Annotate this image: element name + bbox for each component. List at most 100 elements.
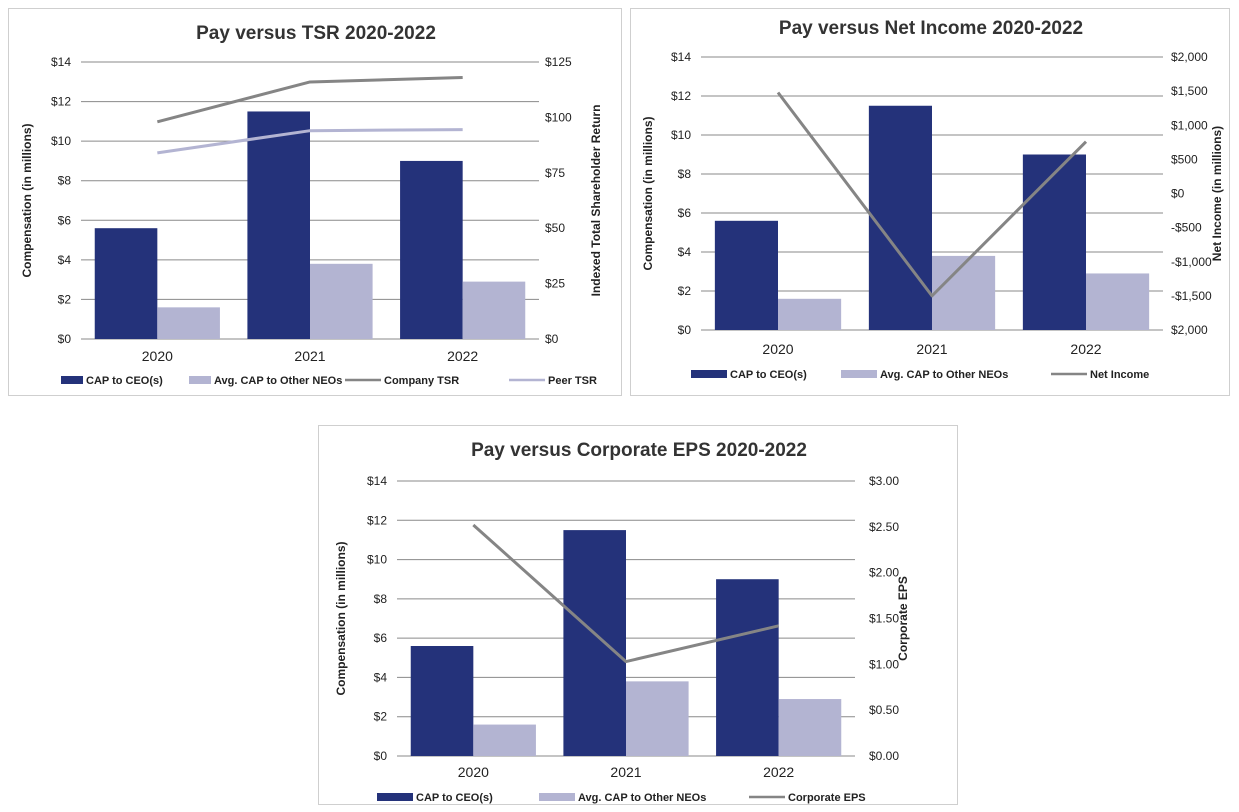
chart-title: Pay versus Corporate EPS 2020-2022 <box>471 440 807 461</box>
y2-tick-label: $1,500 <box>1171 84 1208 98</box>
legend-label: Avg. CAP to Other NEOs <box>578 792 706 804</box>
category-label: 2022 <box>763 764 794 780</box>
y2-tick-label: -$1,000 <box>1171 255 1212 269</box>
chart-svg: Pay versus Corporate EPS 2020-2022 $0 $2 $4… <box>334 440 910 804</box>
category-label: 2021 <box>294 348 325 364</box>
y2-tick-label: $2,000 <box>1171 323 1208 337</box>
y-tick-label: $8 <box>58 174 72 188</box>
y-tick-label: $8 <box>374 592 388 606</box>
category-label: 2022 <box>1070 341 1101 357</box>
chart-panel-corporate-eps: Pay versus Corporate EPS 2020-2022 $0 $2 $4… <box>318 425 958 805</box>
legend-label: CAP to CEO(s) <box>416 792 493 804</box>
y-tick-label: $2 <box>58 292 72 306</box>
category-label: 2021 <box>610 764 641 780</box>
y2-tick-label: $2,000 <box>1171 50 1208 64</box>
bar-avg-cap-to-other-neos-2022 <box>778 699 842 756</box>
legend-label: CAP to CEO(s) <box>86 375 163 387</box>
y2-tick-label: $0.50 <box>869 703 899 717</box>
y-tick-label: $6 <box>58 213 72 227</box>
category-label: 2020 <box>142 348 173 364</box>
y-tick-label: $10 <box>51 134 71 148</box>
y-tick-label: $6 <box>374 631 388 645</box>
y2-axis-title: Net Income (in millions) <box>1210 126 1224 261</box>
line-company-tsr <box>156 76 463 124</box>
legend-swatch <box>539 793 575 801</box>
bar-avg-cap-to-other-neos-2021 <box>932 255 996 330</box>
y-tick-label: $12 <box>367 513 387 527</box>
y-tick-label: $6 <box>678 206 692 220</box>
chart-svg: Pay versus Net Income 2020-2022 $0 $2 $4 $6 $… <box>641 18 1224 381</box>
line-corporate-eps <box>472 523 780 664</box>
bar-cap-to-ceo-s--2021 <box>868 105 932 330</box>
legend-swatch <box>61 376 83 384</box>
bar-cap-to-ceo-s--2022 <box>716 579 779 756</box>
y-axis-title: Compensation (in millions) <box>334 541 348 695</box>
y-tick-label: $14 <box>51 55 71 69</box>
chart-title: Pay versus Net Income 2020-2022 <box>779 18 1083 39</box>
legend-label: Avg. CAP to Other NEOs <box>880 369 1008 381</box>
y-tick-label: $4 <box>374 670 388 684</box>
legend-label: Net Income <box>1090 369 1149 381</box>
chart-title: Pay versus TSR 2020-2022 <box>196 23 436 44</box>
chart-panel-tsr: Pay versus TSR 2020-2022 $0 $2 $4 $6 $8 $10 $12… <box>8 8 622 396</box>
y-tick-label: $12 <box>51 95 71 109</box>
y2-tick-label: $25 <box>545 277 565 291</box>
y-tick-label: $2 <box>678 284 692 298</box>
y-tick-label: $14 <box>671 50 691 64</box>
legend-swatch <box>189 376 211 384</box>
chart-svg: Pay versus TSR 2020-2022 $0 $2 $4 $6 $8 $10 $12… <box>20 23 603 387</box>
legend-label: Peer TSR <box>548 375 597 387</box>
bar-avg-cap-to-other-neos-2021 <box>310 263 373 339</box>
bar-cap-to-ceo-s--2022 <box>1022 154 1086 330</box>
y-axis-title: Compensation (in millions) <box>641 116 655 270</box>
legend-swatch <box>841 370 877 378</box>
y2-tick-label: $1.50 <box>869 612 899 626</box>
y2-axis-title: Indexed Total Shareholder Return <box>589 105 603 297</box>
y-tick-label: $0 <box>374 749 388 763</box>
y2-tick-label: $0 <box>545 332 559 346</box>
y2-tick-label: $1,000 <box>1171 118 1208 132</box>
legend-label: Avg. CAP to Other NEOs <box>214 375 342 387</box>
y2-tick-label: $50 <box>545 221 565 235</box>
y-tick-label: $0 <box>678 323 692 337</box>
y-tick-label: $4 <box>678 245 692 259</box>
y2-tick-label: $0 <box>1171 187 1185 201</box>
line-net-income <box>776 91 1088 298</box>
y2-tick-label: $100 <box>545 110 572 124</box>
y2-tick-label: $500 <box>1171 152 1198 166</box>
y2-axis-title: Corporate EPS <box>896 576 910 661</box>
bar-cap-to-ceo-s--2021 <box>247 111 310 339</box>
y-tick-label: $14 <box>367 474 387 488</box>
y-axis-title: Compensation (in millions) <box>20 123 34 277</box>
y2-tick-label: $0.00 <box>869 749 899 763</box>
y2-tick-label: $2.50 <box>869 520 899 534</box>
y-tick-label: $10 <box>671 128 691 142</box>
category-label: 2022 <box>447 348 478 364</box>
y2-tick-label: $75 <box>545 166 565 180</box>
bar-avg-cap-to-other-neos-2021 <box>626 681 689 756</box>
category-label: 2020 <box>762 341 793 357</box>
bar-cap-to-ceo-s--2020 <box>94 228 158 339</box>
bar-avg-cap-to-other-neos-2020 <box>778 298 842 330</box>
legend-swatch <box>377 793 413 801</box>
bar-avg-cap-to-other-neos-2022 <box>462 281 526 339</box>
bar-cap-to-ceo-s--2020 <box>714 220 778 330</box>
category-label: 2020 <box>458 764 489 780</box>
y2-tick-label: $125 <box>545 55 572 69</box>
y2-tick-label: -$1,500 <box>1171 289 1212 303</box>
bar-avg-cap-to-other-neos-2022 <box>1086 273 1150 330</box>
y-tick-label: $2 <box>374 710 388 724</box>
y2-tick-label: $1.00 <box>869 657 899 671</box>
y-tick-label: $12 <box>671 89 691 103</box>
category-label: 2021 <box>916 341 947 357</box>
legend-label: Company TSR <box>384 375 459 387</box>
bar-cap-to-ceo-s--2022 <box>400 160 463 339</box>
legend-label: CAP to CEO(s) <box>730 369 807 381</box>
chart-panel-net-income: Pay versus Net Income 2020-2022 $0 $2 $4 $6 $… <box>630 8 1230 396</box>
bar-avg-cap-to-other-neos-2020 <box>157 307 220 339</box>
y2-tick-label: $3.00 <box>869 474 899 488</box>
legend-swatch <box>691 370 727 378</box>
y-tick-label: $4 <box>58 253 72 267</box>
y2-tick-label: $2.00 <box>869 566 899 580</box>
line-peer-tsr <box>157 128 463 155</box>
